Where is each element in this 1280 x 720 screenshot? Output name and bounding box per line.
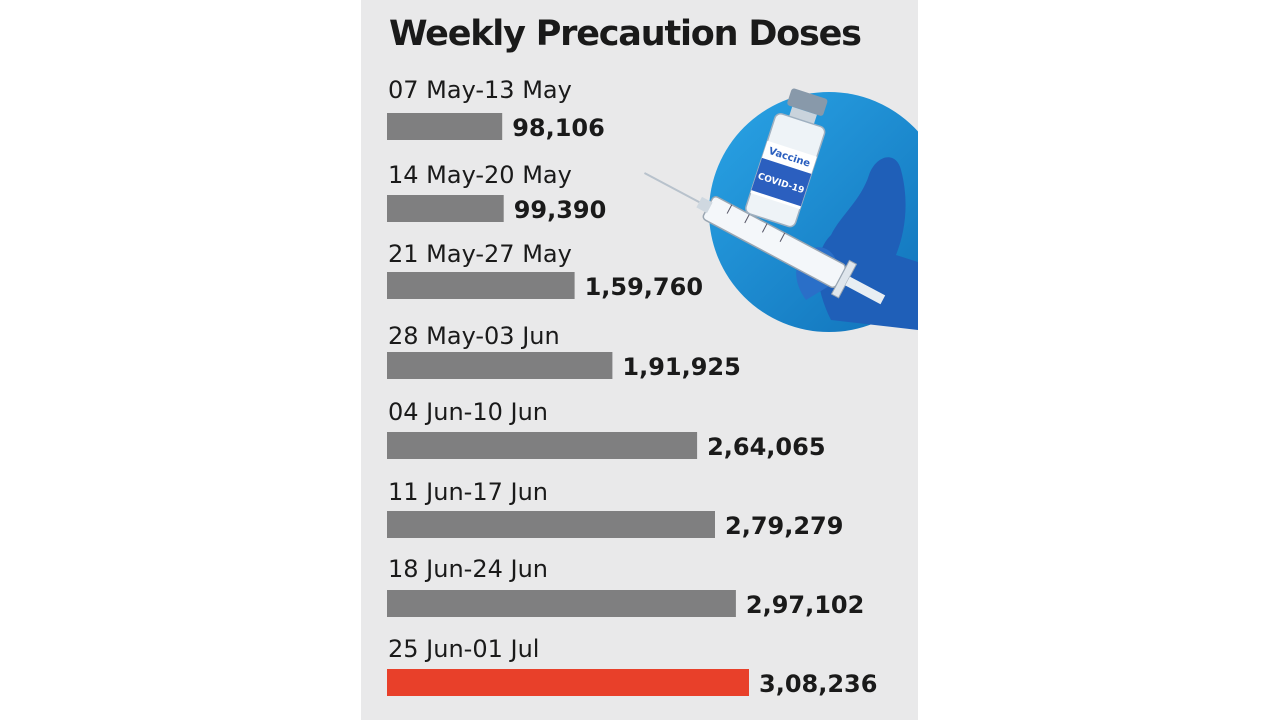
value-label: 99,390 (514, 196, 607, 224)
bar (387, 590, 736, 617)
value-label: 1,91,925 (622, 353, 740, 381)
chart-plot: Vaccine COVID-19 07 May-13 May 98,106 14 M… (387, 76, 918, 698)
chart-title: Weekly Precaution Doses (389, 14, 862, 54)
category-label: 21 May-27 May (388, 240, 572, 268)
value-label: 2,79,279 (725, 512, 843, 540)
category-label: 18 Jun-24 Jun (388, 555, 548, 583)
category-label: 25 Jun-01 Jul (388, 635, 539, 663)
value-label: 2,97,102 (746, 591, 864, 619)
value-label: 98,106 (512, 114, 605, 142)
bar (387, 511, 715, 538)
category-label: 28 May-03 Jun (388, 322, 560, 350)
category-label: 07 May-13 May (388, 76, 572, 104)
bar (387, 113, 503, 140)
bar (387, 432, 698, 459)
bar (387, 272, 575, 299)
value-label: 3,08,236 (759, 670, 877, 698)
bar (387, 352, 613, 379)
bar (387, 195, 504, 222)
category-label: 14 May-20 May (388, 161, 572, 189)
chart-panel: Weekly Precaution Doses (361, 0, 918, 720)
vaccine-syringe-icon: Vaccine COVID-19 (643, 88, 918, 332)
value-label: 1,59,760 (585, 273, 703, 301)
bar (387, 669, 749, 696)
value-label: 2,64,065 (707, 433, 825, 461)
category-label: 04 Jun-10 Jun (388, 398, 548, 426)
category-label: 11 Jun-17 Jun (388, 478, 548, 506)
